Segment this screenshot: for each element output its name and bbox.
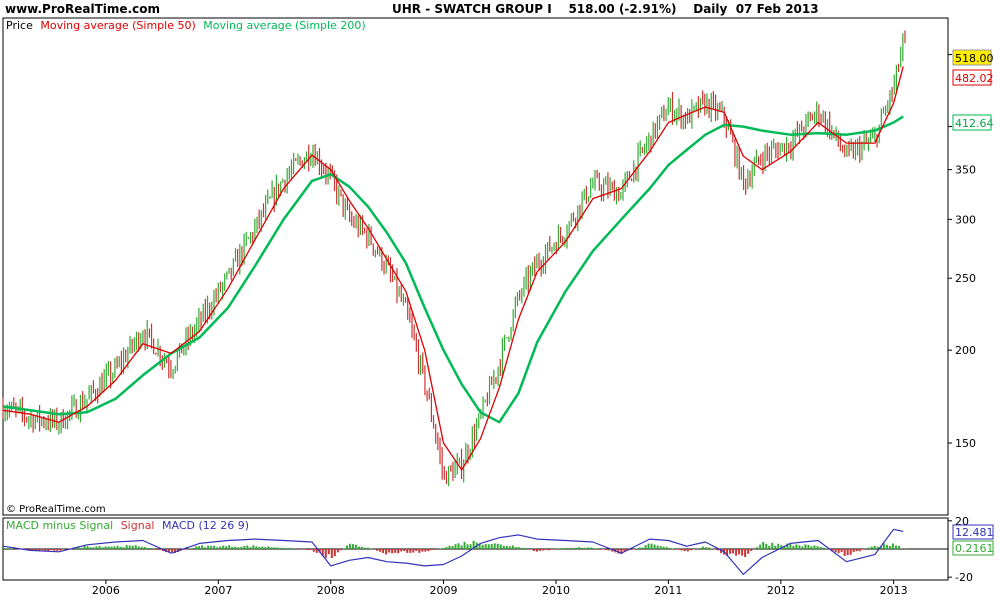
y-tick-label: 200 xyxy=(955,344,976,357)
y-tick-label: 350 xyxy=(955,164,976,177)
y-tick-label: 250 xyxy=(955,272,976,285)
ma200-line xyxy=(2,115,904,424)
price-legend: Price Moving average (Simple 50) Moving … xyxy=(6,19,366,32)
legend-price: Price xyxy=(6,19,33,32)
svg-text:12.481: 12.481 xyxy=(955,526,994,539)
ma50-badge: 482.02 xyxy=(952,69,994,86)
macd-y-tick-label: -20 xyxy=(955,571,973,584)
price-badge: 518.00 xyxy=(952,49,994,66)
macd-layer xyxy=(2,528,906,576)
ma50-line xyxy=(2,66,904,471)
x-tick-label: 2011 xyxy=(654,584,682,597)
svg-text:0.2161: 0.2161 xyxy=(955,542,994,555)
legend-macd: MACD (12 26 9) xyxy=(162,519,249,532)
macd-badge: 12.481 xyxy=(952,524,994,540)
legend-ma200: Moving average (Simple 200) xyxy=(203,19,365,32)
x-tick-label: 2013 xyxy=(880,584,908,597)
macd-hist-badge: 0.2161 xyxy=(952,540,994,556)
legend-macd-hist: MACD minus Signal xyxy=(6,519,113,532)
svg-text:518.00: 518.00 xyxy=(955,52,994,65)
x-tick-label: 2008 xyxy=(317,584,345,597)
x-tick-label: 2007 xyxy=(204,584,232,597)
x-tick-label: 2009 xyxy=(430,584,458,597)
chart-headline: UHR - SWATCH GROUP I 518.00 (-2.91%) Dai… xyxy=(392,2,819,16)
y-tick-label: 150 xyxy=(955,437,976,450)
price-panel-frame xyxy=(2,17,949,516)
x-tick-label: 2010 xyxy=(542,584,570,597)
site-name: www.ProRealTime.com xyxy=(5,2,160,16)
price-layer xyxy=(2,30,906,487)
svg-text:412.64: 412.64 xyxy=(955,117,994,130)
watermark: © ProRealTime.com xyxy=(6,504,106,515)
x-tick-label: 2012 xyxy=(767,584,795,597)
y-tick-label: 300 xyxy=(955,213,976,226)
x-tick-label: 2006 xyxy=(92,584,120,597)
svg-text:482.02: 482.02 xyxy=(955,72,994,85)
title-bar: www.ProRealTime.com UHR - SWATCH GROUP I… xyxy=(0,0,1000,18)
ma200-badge: 412.64 xyxy=(952,114,994,131)
legend-macd-signal: Signal xyxy=(121,519,155,532)
macd-line xyxy=(2,528,904,576)
macd-legend: MACD minus Signal Signal MACD (12 26 9) xyxy=(6,519,249,532)
legend-ma50: Moving average (Simple 50) xyxy=(40,19,195,32)
